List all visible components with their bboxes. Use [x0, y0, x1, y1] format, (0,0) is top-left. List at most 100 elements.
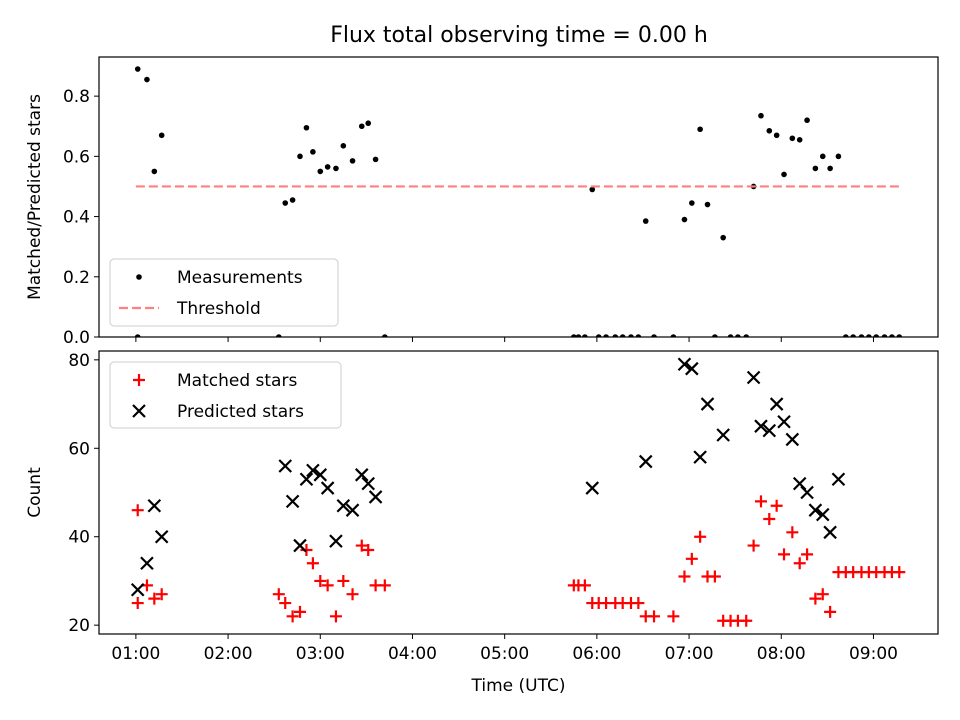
matched-stars-point — [300, 543, 313, 556]
predicted-stars-point — [299, 472, 314, 487]
measurements-point — [144, 76, 150, 83]
matched-stars-point — [578, 579, 591, 592]
predicted-stars-point — [638, 454, 653, 469]
predicted-stars-point — [693, 450, 707, 464]
measurements-point — [349, 158, 356, 164]
measurements-point — [603, 334, 609, 337]
matched-stars-point — [279, 597, 292, 610]
legend-label-matched-stars: Matched stars — [177, 371, 297, 391]
matched-stars-point — [763, 513, 776, 526]
predicted-stars-point — [585, 481, 600, 495]
measurements-point — [712, 334, 718, 337]
matched-stars-point — [648, 610, 661, 623]
predicted-stars-point — [685, 361, 699, 376]
predicted-stars-point — [361, 476, 375, 491]
matched-stars-point — [685, 552, 698, 565]
measurements-point — [635, 334, 642, 337]
predicted-stars-point — [368, 490, 383, 504]
top-axes: 0.0 0.2 0.4 0.6 0.8 Matched/Predicted stars Me… — [25, 56, 939, 348]
measurements-point — [289, 197, 296, 203]
predicted-stars-point — [336, 498, 351, 513]
matched-stars-point — [148, 592, 161, 605]
matched-stars-point — [632, 597, 645, 610]
matched-stars-point — [893, 566, 906, 579]
predicted-stars-point — [130, 583, 145, 597]
predicted-stars-point — [762, 423, 777, 438]
predicted-stars-point — [823, 525, 837, 540]
measurements-point — [735, 334, 741, 337]
matched-stars-point — [778, 548, 791, 561]
x-axis-label: Time (UTC) — [471, 676, 566, 696]
measurements-point — [619, 334, 626, 337]
matched-stars-point — [801, 548, 814, 561]
measurements-point — [571, 334, 577, 337]
matched-stars-point — [272, 588, 285, 601]
y-tick-label: 40 — [68, 528, 90, 548]
y-tick-label: 0.2 — [63, 268, 90, 288]
legend-label-measurements: Measurements — [177, 268, 303, 288]
matched-stars-point — [786, 526, 799, 539]
measurements-point — [575, 334, 582, 337]
measurements-point — [151, 168, 158, 175]
measurements-point — [781, 171, 787, 178]
predicted-stars-point — [769, 397, 784, 411]
measurements-point — [804, 117, 810, 124]
measurements-point — [282, 200, 289, 206]
measurements-point — [134, 334, 141, 337]
legend: Measurements Threshold — [109, 258, 339, 327]
predicted-stars-point — [716, 428, 730, 442]
y-axis-label: Matched/Predicted stars — [25, 94, 45, 300]
measurements-point — [651, 334, 657, 337]
measurements-point — [889, 334, 895, 337]
measurements-point — [720, 234, 726, 241]
measurements-point — [275, 334, 282, 337]
predicted-stars-point — [320, 481, 335, 495]
matched-stars-point — [286, 610, 299, 623]
matched-stars-point — [346, 588, 359, 601]
legend-marker-predicted-stars — [132, 404, 146, 418]
plot-area — [130, 357, 906, 627]
predicted-stars-point — [354, 468, 369, 482]
measurements-point — [812, 165, 819, 172]
legend-box — [109, 258, 339, 327]
measurements-point — [317, 168, 324, 175]
y-tick-label: 0.6 — [63, 147, 90, 167]
measurements-point — [670, 334, 677, 337]
measurements-point — [582, 334, 588, 337]
legend: Matched stars Predicted stars — [109, 361, 342, 429]
predicted-stars-point — [154, 529, 169, 544]
measurements-point — [743, 334, 750, 337]
predicted-stars-point — [140, 556, 154, 571]
matched-stars-point — [694, 530, 707, 543]
measurements-point — [158, 132, 165, 139]
measurements-point — [612, 334, 619, 337]
predicted-stars-point — [677, 357, 692, 372]
measurements-point — [589, 186, 596, 193]
predicted-stars-point — [808, 503, 823, 517]
matched-stars-point — [314, 574, 327, 587]
matched-stars-point — [747, 539, 760, 552]
measurements-point — [850, 334, 856, 337]
measurements-point — [858, 334, 865, 337]
legend-label-threshold: Threshold — [176, 299, 261, 319]
predicted-stars-point — [293, 538, 307, 553]
matched-stars-point — [809, 592, 822, 605]
matched-stars-point — [740, 614, 753, 627]
measurements-point — [595, 334, 602, 337]
matched-stars-point — [824, 605, 837, 618]
legend-label-predicted-stars: Predicted stars — [177, 402, 304, 422]
matched-stars-point — [355, 539, 368, 552]
measurements-point — [843, 334, 849, 337]
measurements-point — [881, 334, 888, 337]
matched-stars-point — [321, 579, 334, 592]
measurements-point — [303, 124, 310, 131]
axes-frame — [98, 56, 939, 338]
measurements-point — [896, 334, 903, 337]
predicted-stars-point — [785, 432, 800, 447]
x-tick-label: 04:00 — [388, 644, 437, 664]
predicted-stars-point — [815, 507, 830, 522]
matched-stars-point — [155, 588, 168, 601]
measurements-point — [773, 132, 780, 139]
predicted-stars-point — [329, 534, 343, 548]
measurements-point — [796, 136, 803, 143]
